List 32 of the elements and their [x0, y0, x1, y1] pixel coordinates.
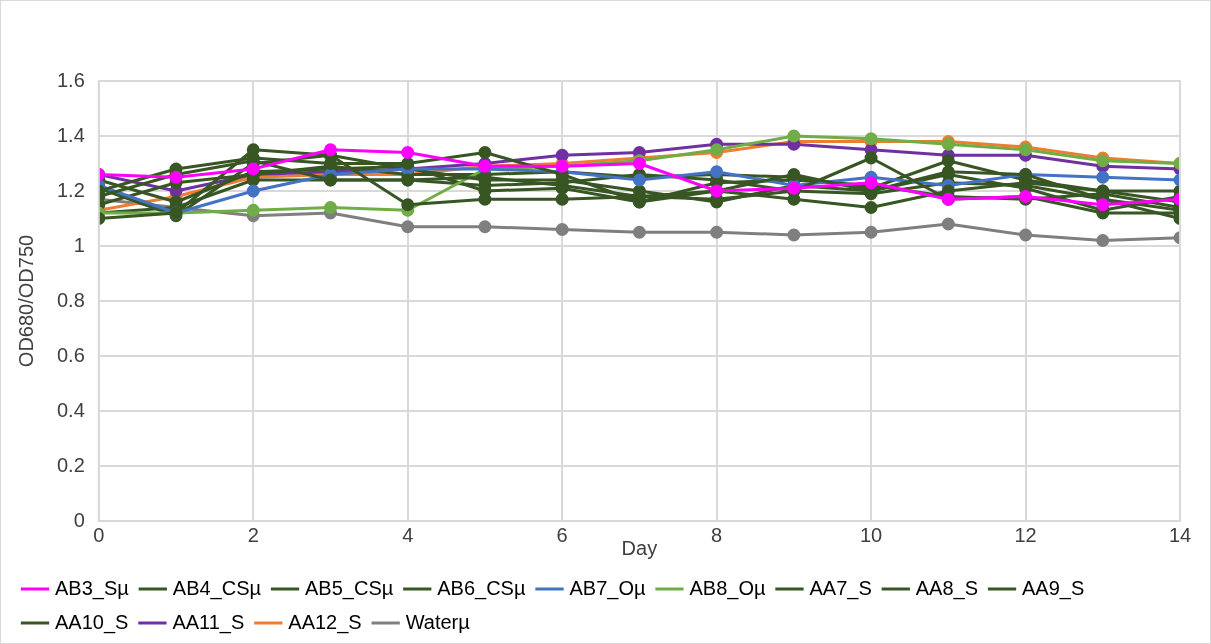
x-tick-label: 14: [1168, 523, 1192, 546]
y-tick-label: 1: [73, 233, 85, 256]
legend-label: AA12_S: [288, 610, 362, 634]
y-tick-label: 0.6: [56, 343, 85, 366]
y-tick-label: 1.2: [56, 178, 85, 201]
x-tick-label: 2: [247, 523, 259, 546]
legend-label: AB4_CSµ: [172, 576, 262, 600]
x-tick-label: 4: [402, 523, 414, 546]
x-tick-label: 8: [711, 523, 723, 546]
legend-label: AA7_S: [809, 576, 872, 600]
x-tick-label: 10: [859, 523, 883, 546]
legend-label: AA11_S: [172, 610, 245, 634]
y-tick-label: 0.2: [56, 453, 85, 476]
legend-label: Waterµ: [405, 610, 471, 633]
legend-label: AA8_S: [915, 576, 979, 600]
x-tick-label: 0: [93, 523, 105, 546]
legend-label: AB6_CSµ: [437, 576, 526, 600]
y-tick-label: 0.4: [56, 398, 85, 421]
y-axis-title: OD680/OD750: [14, 234, 37, 368]
legend-label: AB8_Oµ: [689, 576, 766, 600]
legend-label: AB3_Sµ: [55, 576, 130, 600]
legend-label: AB7_Oµ: [569, 576, 646, 600]
x-axis-title: Day: [621, 536, 658, 559]
legend-label: AA10_S: [55, 610, 129, 634]
x-tick-label: 6: [556, 523, 568, 546]
legend-label: AB5_CSµ: [305, 576, 394, 600]
x-tick-label: 12: [1014, 523, 1037, 546]
y-tick-label: 1.4: [56, 123, 85, 146]
y-tick-label: 0.8: [56, 288, 85, 311]
legend-label: AA9_S: [1022, 576, 1085, 600]
y-tick-label: 1.6: [56, 68, 85, 91]
y-tick-label: 0: [73, 508, 85, 531]
